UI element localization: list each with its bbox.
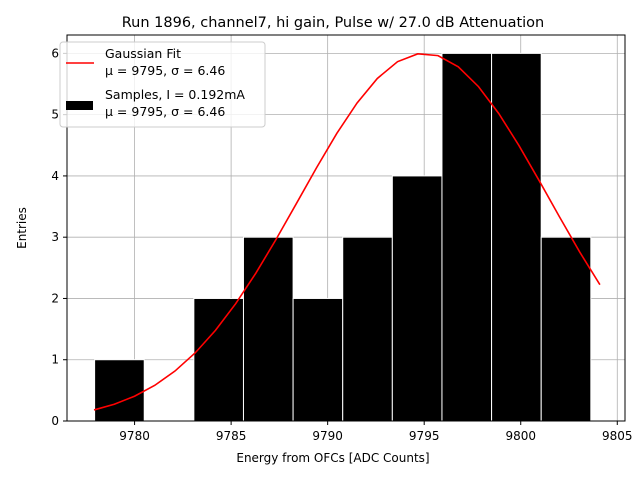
y-tick-label: 6: [51, 46, 59, 60]
y-tick-label: 2: [51, 291, 59, 305]
x-tick-label: 9795: [409, 429, 440, 443]
x-axis-label: Energy from OFCs [ADC Counts]: [236, 451, 429, 465]
legend-fit-label: Gaussian Fit: [105, 46, 181, 61]
histogram-bar: [94, 359, 145, 422]
chart-title: Run 1896, channel7, hi gain, Pulse w/ 27…: [122, 15, 545, 31]
x-tick-label: 9790: [312, 429, 343, 443]
histogram-bar: [292, 297, 344, 422]
plot-frame: [66, 34, 626, 422]
histogram-bars: [94, 52, 592, 422]
histogram-bar: [491, 52, 542, 422]
histogram-bar: [242, 236, 294, 422]
legend-frame: [59, 41, 266, 128]
histogram-bar: [391, 175, 443, 422]
gaussian-fit-curve: [93, 53, 601, 411]
legend-samples-label: Samples, I = 0.192mA: [105, 87, 245, 102]
histogram-bar: [193, 297, 244, 422]
y-axis-label: Entries: [15, 207, 29, 249]
gaussian-fit-layer: [93, 53, 601, 411]
y-tick-label: 4: [51, 169, 59, 183]
legend-fit-params: μ = 9795, σ = 6.46: [105, 63, 225, 78]
legend-samples-swatch: [66, 101, 93, 110]
legend: Gaussian Fit μ = 9795, σ = 6.46 Samples,…: [59, 41, 266, 128]
x-tick-label: 9805: [602, 429, 633, 443]
histogram-bar: [540, 236, 592, 422]
histogram-bar: [342, 236, 393, 422]
y-tick-label: 1: [51, 353, 59, 367]
y-tick-label: 5: [51, 108, 59, 122]
histogram-bar: [441, 52, 493, 422]
y-tick-label: 3: [51, 230, 59, 244]
axis-ticks: 9780 9785 9790 9795 9800 9805 0 1 2 3 4 5 6: [51, 46, 632, 443]
y-tick-label: 0: [51, 414, 59, 428]
x-tick-label: 9800: [505, 429, 536, 443]
legend-samples-params: μ = 9795, σ = 6.46: [105, 104, 225, 119]
x-tick-label: 9785: [216, 429, 247, 443]
x-tick-label: 9780: [119, 429, 150, 443]
